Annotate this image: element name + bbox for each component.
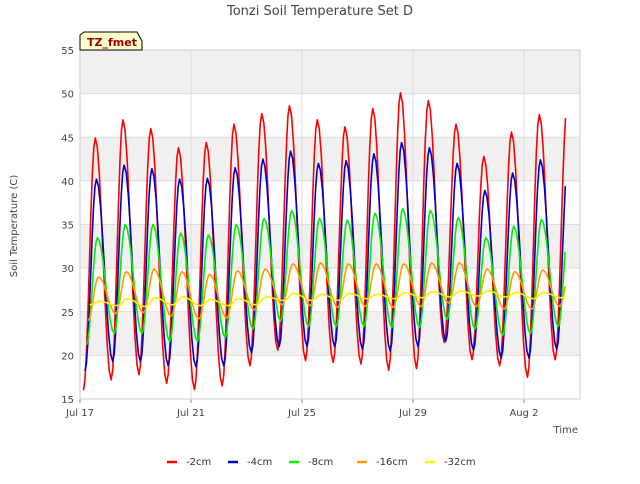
y-tick-label: 35 xyxy=(61,221,74,232)
background-band xyxy=(80,137,580,181)
background-band xyxy=(80,224,580,269)
y-tick-label: 20 xyxy=(61,351,74,362)
y-tick-label: 50 xyxy=(61,90,74,101)
legend: -2cm -4cm -8cm -16cm -32cm xyxy=(167,457,476,468)
site-label-box: TZ_fmet xyxy=(79,31,143,51)
axes: 15 20 25 30 35 40 45 50 55 Jul 17 Jul 21 Jul 25 Jul … xyxy=(61,46,581,419)
chart-title: Tonzi Soil Temperature Set D xyxy=(226,4,413,19)
x-tick-label: Jul 25 xyxy=(287,408,316,419)
y-tick-label: 25 xyxy=(61,308,74,319)
legend-label: -32cm xyxy=(444,457,476,468)
legend-label: -4cm xyxy=(247,457,272,468)
y-axis-label: Soil Temperature (C) xyxy=(9,175,20,278)
legend-label: -16cm xyxy=(376,457,408,468)
series-line-minus-4cm xyxy=(84,141,567,372)
x-axis-label: Time xyxy=(553,425,578,436)
y-tick-label: 15 xyxy=(61,395,74,406)
series-lines xyxy=(82,92,567,391)
y-tick-label: 30 xyxy=(61,264,74,275)
y-tick-label: 55 xyxy=(61,46,74,57)
x-tick-label: Aug 2 xyxy=(509,408,538,419)
x-tick-label: Jul 17 xyxy=(65,408,94,419)
y-tick-label: 45 xyxy=(61,133,74,144)
site-label: TZ_fmet xyxy=(87,36,137,49)
x-tick-label: Jul 29 xyxy=(398,408,427,419)
series-line-minus-16cm xyxy=(87,262,566,322)
plot-frame xyxy=(79,49,581,400)
y-tick-label: 40 xyxy=(61,177,74,188)
legend-label: -8cm xyxy=(308,457,333,468)
legend-label: -2cm xyxy=(186,457,211,468)
background-band xyxy=(80,50,580,94)
series-line-minus-8cm xyxy=(85,208,566,346)
series-line-minus-32cm xyxy=(89,289,566,308)
x-tick-label: Jul 21 xyxy=(176,408,205,419)
